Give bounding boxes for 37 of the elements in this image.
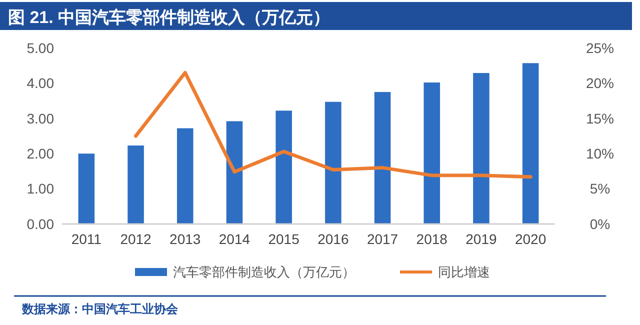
y2-tick-label: 0%	[590, 216, 610, 232]
line-series	[134, 70, 532, 179]
y2-tick-label: 10%	[586, 146, 614, 162]
x-tick-label: 2017	[366, 231, 398, 247]
y-tick-label: 5.00	[26, 40, 54, 56]
bar	[78, 154, 95, 224]
y-tick-label: 3.00	[26, 110, 54, 126]
x-tick-label: 2013	[170, 231, 201, 247]
y-tick-label: 0.00	[26, 216, 54, 232]
legend-label: 同比增速	[438, 264, 490, 280]
x-tick-label: 2015	[268, 231, 300, 247]
chart-title: 图 21. 中国汽车零部件制造收入（万亿元）	[8, 8, 330, 27]
bar	[176, 128, 194, 224]
x-tick-label: 2019	[466, 231, 498, 247]
bar	[128, 146, 144, 224]
bar	[374, 92, 391, 224]
y-tick-label: 4.00	[26, 75, 54, 92]
bar	[226, 121, 243, 224]
y-tick-label: 2.00	[26, 146, 54, 162]
y2-tick-label: 15%	[586, 110, 614, 126]
bar	[473, 72, 490, 224]
legend-label: 汽车零部件制造收入（万亿元）	[173, 264, 355, 280]
x-tick-label: 2016	[318, 231, 349, 247]
bar	[522, 63, 539, 224]
x-tick-label: 2012	[120, 231, 152, 247]
x-tick-label: 2020	[514, 231, 546, 247]
x-tick-label: 2011	[71, 231, 102, 247]
x-tick-label: 2018	[416, 231, 448, 247]
source-note: 数据来源：中国汽车工业协会	[21, 302, 179, 316]
y2-tick-label: 25%	[586, 40, 614, 56]
y-tick-label: 1.00	[26, 180, 54, 197]
x-tick-label: 2014	[218, 231, 250, 247]
bar	[325, 102, 342, 224]
y2-tick-label: 20%	[586, 75, 614, 92]
bar	[276, 110, 292, 224]
y2-tick-label: 5%	[590, 180, 610, 197]
bar	[424, 82, 440, 224]
